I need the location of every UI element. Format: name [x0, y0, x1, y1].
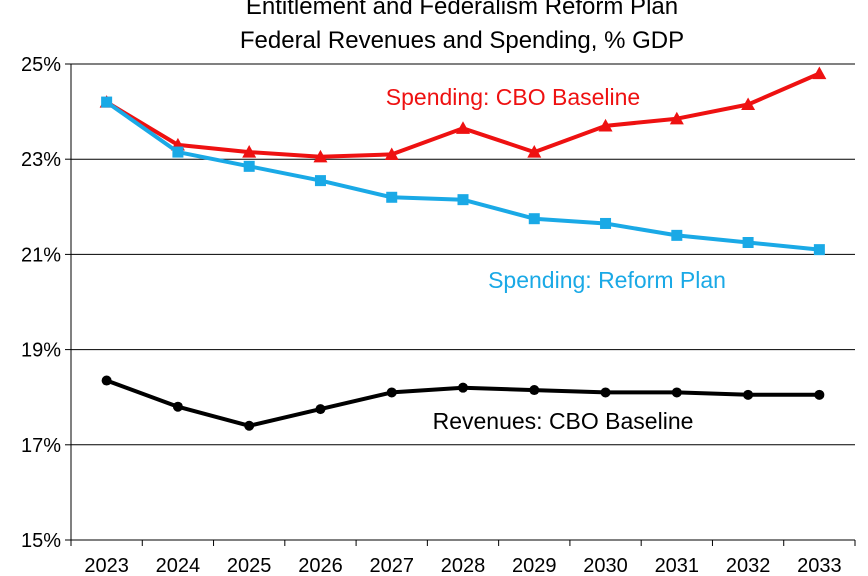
point-revenues-cbo-baseline-2033: [814, 389, 825, 400]
point-spending-reform-plan-2028: [457, 194, 469, 206]
series-label-spending-cbo-baseline: Spending: CBO Baseline: [386, 84, 640, 110]
x-tick-label-2026: 2026: [298, 555, 343, 576]
y-tick-label-17: 17%: [21, 435, 61, 457]
series-label-revenues-cbo-baseline: Revenues: CBO Baseline: [433, 408, 694, 434]
series-group: [99, 66, 827, 431]
point-spending-cbo-baseline-2030: [598, 118, 613, 132]
point-spending-reform-plan-2030: [600, 217, 612, 229]
y-tick-label-25: 25%: [21, 54, 61, 76]
point-revenues-cbo-baseline-2024: [172, 401, 183, 412]
point-spending-reform-plan-2031: [671, 229, 683, 241]
point-spending-reform-plan-2023: [101, 96, 113, 108]
y-tick-label-23: 23%: [21, 149, 61, 171]
point-revenues-cbo-baseline-2030: [600, 387, 611, 398]
point-revenues-cbo-baseline-2023: [101, 375, 112, 386]
y-tick-labels: 15% 17% 19% 21% 23% 25%: [21, 54, 61, 552]
point-revenues-cbo-baseline-2032: [743, 389, 754, 400]
point-spending-cbo-baseline-2029: [527, 145, 542, 158]
point-spending-reform-plan-2024: [172, 146, 184, 158]
series-labels: Spending: CBO Baseline Spending: Reform P…: [386, 84, 726, 434]
x-tick-label-2029: 2029: [512, 555, 557, 576]
y-tick-label-15: 15%: [21, 530, 61, 552]
point-spending-cbo-baseline-2032: [741, 97, 756, 111]
x-tick-label-2023: 2023: [84, 555, 129, 576]
x-tick-label-2025: 2025: [227, 555, 272, 576]
x-tick-label-2024: 2024: [156, 555, 201, 576]
series-label-spending-reform-plan: Spending: Reform Plan: [488, 267, 726, 293]
point-spending-cbo-baseline-2028: [456, 121, 470, 134]
x-tick-label-2032: 2032: [726, 555, 771, 576]
point-spending-cbo-baseline-2031: [669, 111, 684, 125]
point-revenues-cbo-baseline-2027: [386, 387, 397, 398]
grid-lines: [71, 63, 855, 446]
point-spending-cbo-baseline-2027: [384, 147, 399, 161]
point-revenues-cbo-baseline-2026: [315, 404, 326, 415]
x-tick-label-2030: 2030: [583, 555, 628, 576]
point-revenues-cbo-baseline-2025: [244, 420, 255, 431]
x-tick-label-2031: 2031: [655, 555, 700, 576]
axes: [65, 63, 856, 546]
series-spending-reform-plan: [101, 96, 825, 256]
point-spending-reform-plan-2029: [528, 213, 540, 225]
point-revenues-cbo-baseline-2028: [458, 382, 468, 393]
series-spending-cbo-baseline: [99, 66, 827, 163]
point-spending-reform-plan-2033: [813, 244, 825, 256]
point-spending-reform-plan-2025: [243, 160, 255, 172]
x-tick-label-2027: 2027: [369, 555, 414, 576]
x-tick-label-2033: 2033: [797, 555, 842, 576]
y-tick-label-21: 21%: [21, 244, 61, 266]
x-tick-labels: 2023 2024 2025 2026 2027 2028 2029 2030 2031 2032…: [84, 555, 841, 576]
point-spending-cbo-baseline-2026: [313, 149, 328, 163]
chart-subtitle: Federal Revenues and Spending, % GDP: [240, 27, 684, 54]
point-revenues-cbo-baseline-2031: [671, 387, 682, 398]
chart-title: Entitlement and Federalism Reform Plan: [246, 0, 678, 20]
y-tick-label-19: 19%: [21, 340, 61, 362]
point-spending-cbo-baseline-2033: [812, 66, 827, 80]
point-spending-reform-plan-2027: [386, 191, 398, 203]
point-spending-reform-plan-2032: [742, 237, 754, 248]
point-spending-cbo-baseline-2025: [242, 145, 257, 158]
series-revenues-cbo-baseline: [101, 375, 825, 431]
x-tick-label-2028: 2028: [441, 555, 486, 576]
point-revenues-cbo-baseline-2029: [529, 385, 540, 396]
point-spending-reform-plan-2026: [314, 175, 326, 187]
